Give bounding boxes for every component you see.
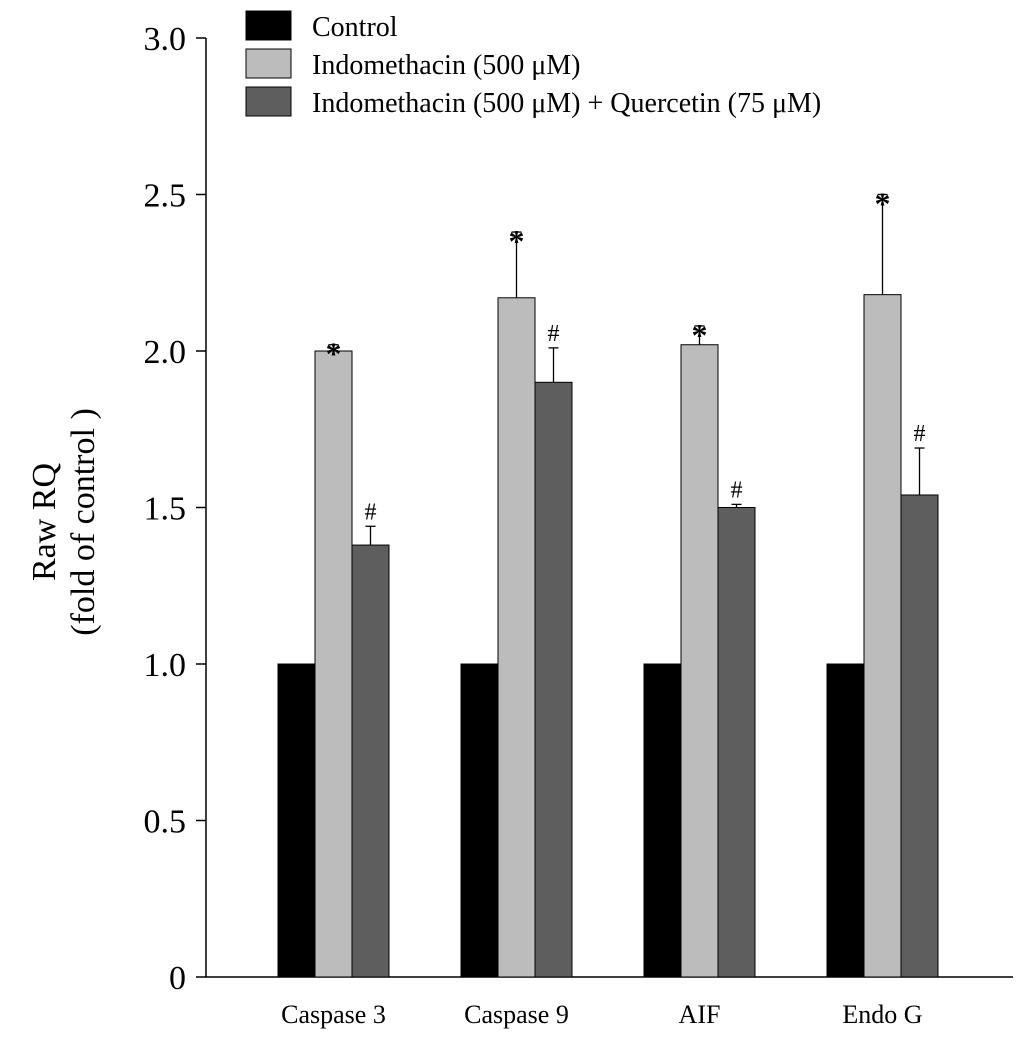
y-tick-label: 0.5 [144,804,187,841]
legend: Control Indomethacin (500 μM) Indomethacin… [245,10,821,119]
y-axis: 0 0.5 1.0 1.5 2.0 2.5 3.0 [144,21,207,997]
bar [534,381,573,978]
significance-asterisk: * [692,317,708,353]
significance-asterisk: * [509,223,525,259]
significance-asterisk: * [875,186,891,222]
y-axis-label-line1: Raw RQ [26,463,63,581]
y-tick-label: 1.0 [144,647,187,684]
legend-swatch [245,10,292,41]
bar [826,663,865,978]
x-tick-label: Caspase 9 [464,1000,569,1029]
significance-hash: # [914,421,926,447]
significance-hash: # [365,499,377,525]
significance-hash: # [731,477,743,503]
legend-label: Indomethacin (500 μM) + Quercetin (75 μM… [312,88,821,119]
bar [717,507,756,978]
bar [460,663,499,978]
legend-label: Control [312,12,398,43]
bar [643,663,682,978]
x-axis: Caspase 3 Caspase 9 AIF Endo G [206,976,1013,1029]
x-tick-label: AIF [679,1000,721,1029]
x-tick-label: Caspase 3 [281,1000,386,1029]
y-tick-label: 2.0 [144,334,187,371]
significance-asterisk: * [326,336,342,372]
x-tick-label: Endo G [842,1000,922,1029]
bar [277,663,316,978]
bar [314,350,353,978]
y-tick-label: 1.5 [144,491,187,528]
legend-swatch [245,86,292,117]
bar [497,297,536,978]
bar [351,544,390,978]
bars: * # * # * # * # [277,186,939,978]
y-tick-label: 0 [169,960,186,997]
y-tick-label: 3.0 [144,21,187,58]
y-axis-label-line2: (fold of control ) [65,408,102,636]
bar [680,344,719,978]
significance-hash: # [548,321,560,347]
bar [900,494,939,978]
legend-swatch [245,48,292,79]
legend-label: Indomethacin (500 μM) [312,50,581,81]
y-tick-label: 2.5 [144,178,187,215]
bar [863,294,902,978]
